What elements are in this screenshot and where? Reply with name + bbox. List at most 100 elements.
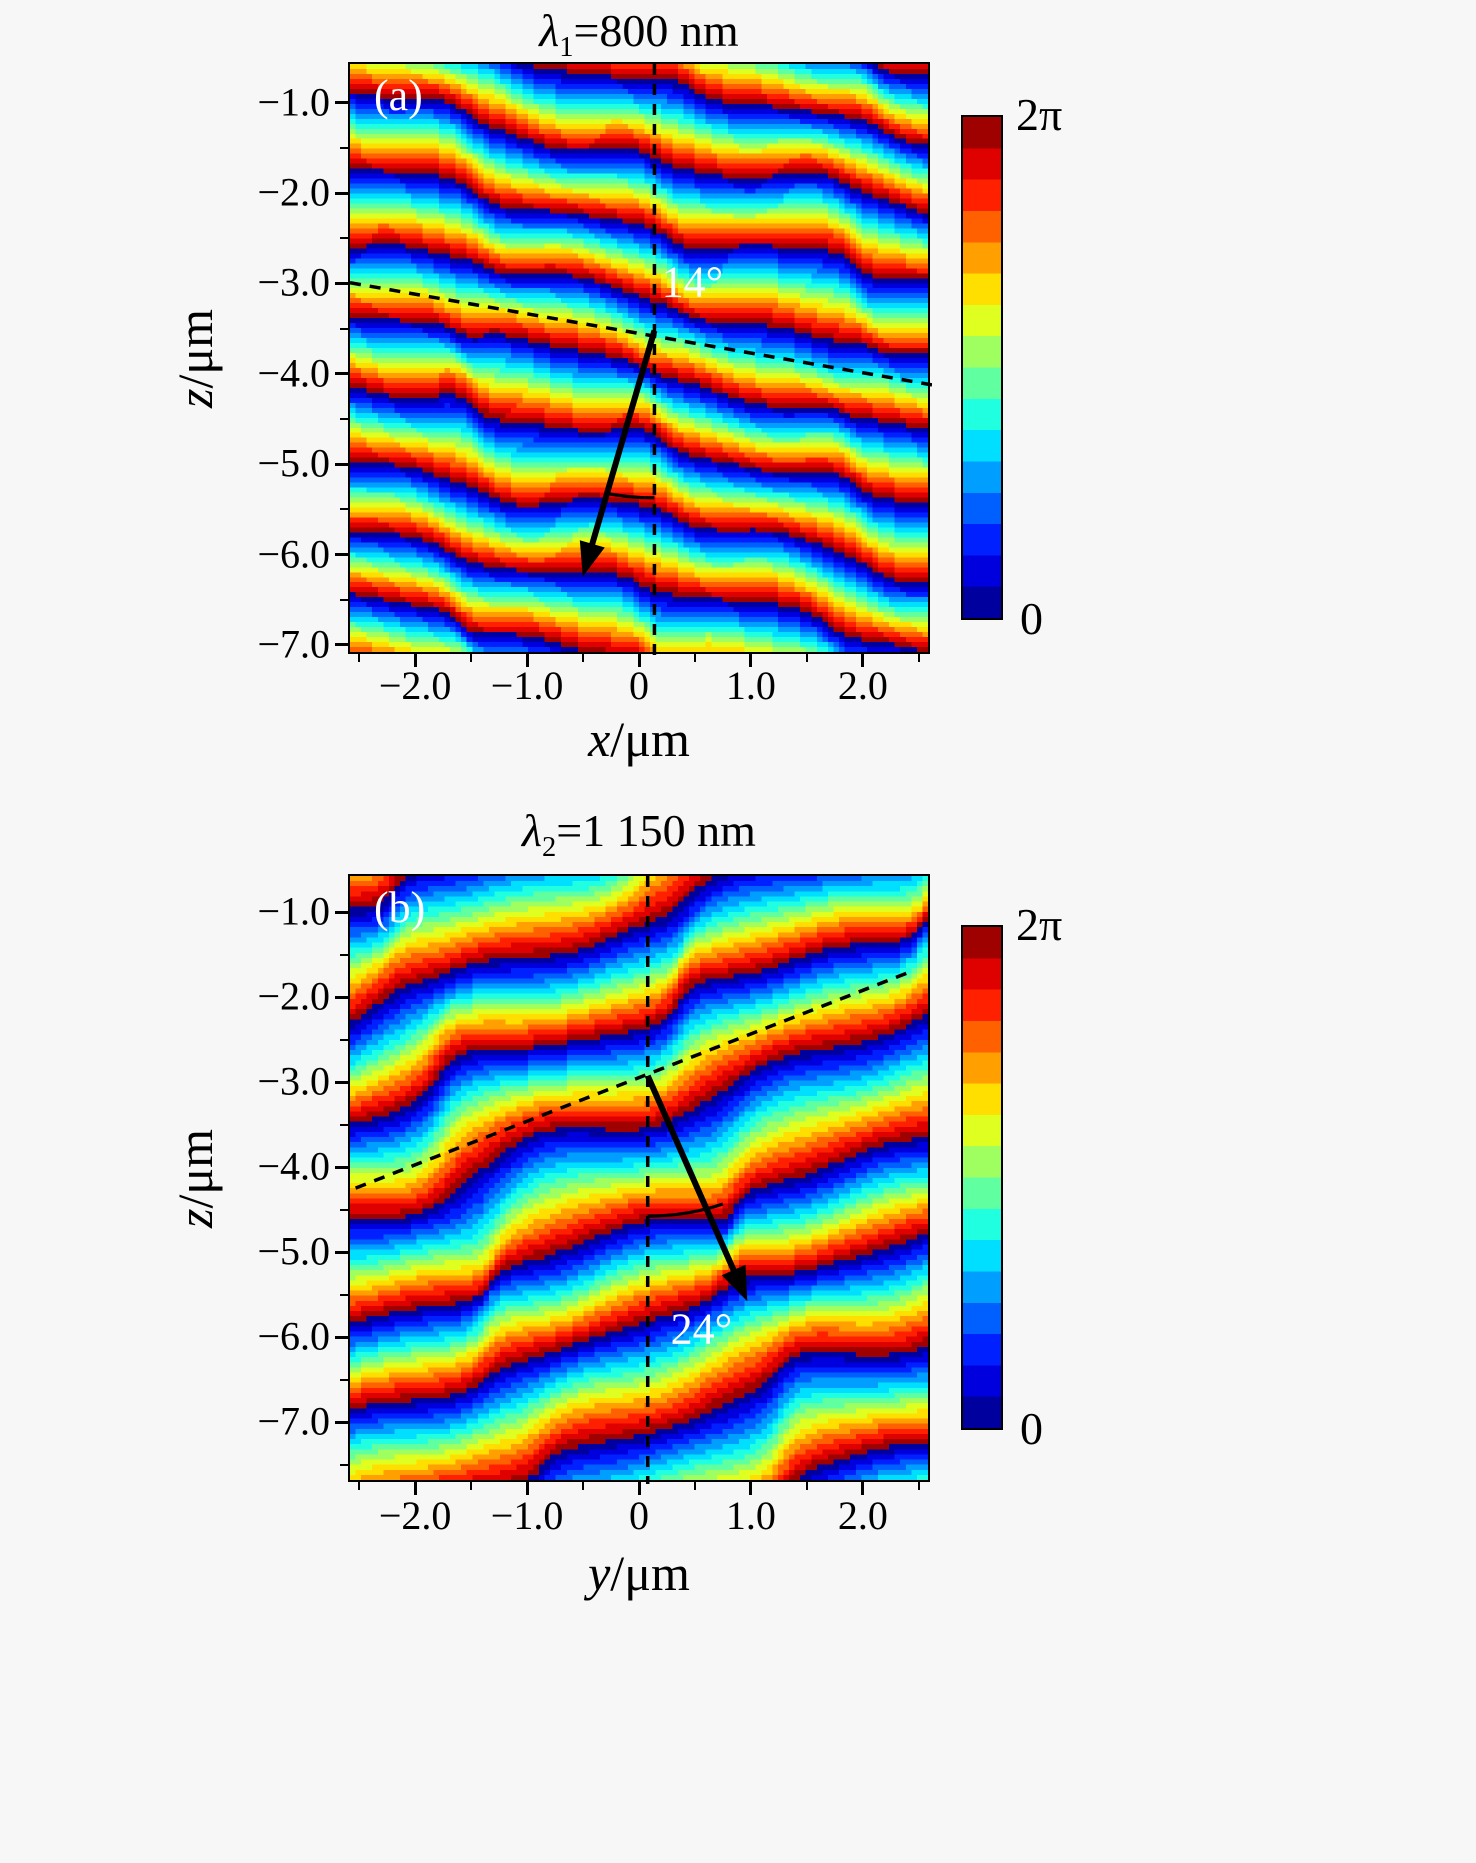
wavefront-dashed-line [354, 970, 911, 1190]
z-axis-tick-label: −5.0 [257, 1228, 330, 1274]
x-axis-variable: y [588, 1545, 611, 1601]
z-axis-tick-label: −2.0 [257, 973, 330, 1019]
z-axis-tick-mark [335, 553, 348, 557]
panel-a-title: λ1=800 nm [348, 4, 930, 64]
x-axis-minor-tick-mark [358, 654, 361, 662]
z-axis-tick-mark [335, 910, 348, 914]
x-axis-tick-label: 1.0 [725, 663, 776, 708]
z-axis-tick-mark [335, 1165, 348, 1169]
z-axis-tick-label: −6.0 [257, 1313, 330, 1359]
z-axis-minor-tick-mark [340, 1038, 348, 1041]
lambda-subscript: 1 [559, 32, 574, 64]
z-axis-tick-mark [335, 1250, 348, 1254]
z-axis-tick-label: −7.0 [257, 1399, 330, 1445]
title-value: =1 150 nm [556, 805, 756, 856]
colorbar-min-label: 0 [1020, 593, 1043, 644]
z-axis-tick-label: −4.0 [257, 1143, 330, 1189]
deflection-angle-label: 24° [671, 1305, 733, 1354]
x-axis-minor-tick-mark [805, 1482, 808, 1490]
x-axis-tick-mark [861, 1482, 865, 1495]
z-axis-minor-tick-mark [340, 1123, 348, 1126]
phase-heatmap-canvas [350, 876, 928, 1480]
z-axis-minor-tick-mark [340, 1463, 348, 1466]
x-axis-tick-label: 0 [629, 663, 649, 708]
x-axis-unit: /μm [610, 1545, 690, 1601]
title-value: =800 nm [573, 5, 739, 56]
z-axis-tick-mark [335, 1080, 348, 1084]
z-axis-tick-mark [335, 1420, 348, 1424]
z-axis-tick-mark [335, 995, 348, 999]
z-axis-tick-mark [335, 1335, 348, 1339]
z-axis-tick-mark [335, 372, 348, 376]
z-axis-tick-mark [335, 101, 348, 105]
colorbar-a [961, 115, 1003, 620]
lambda-symbol: λ [522, 805, 542, 856]
z-axis-minor-tick-mark [340, 237, 348, 240]
beam-direction-arrow-shaft [587, 329, 658, 551]
z-axis-tick-label: −7.0 [257, 621, 330, 667]
lambda-subscript: 2 [541, 832, 557, 864]
phase-map-plot-a: 14° (a) [348, 62, 932, 656]
x-axis-tick-mark [749, 654, 753, 667]
x-axis-minor-tick-mark [805, 654, 808, 662]
x-axis-tick-mark [749, 1482, 753, 1495]
x-axis-minor-tick-mark [693, 654, 696, 662]
z-axis-tick-label: −4.0 [257, 350, 330, 396]
z-axis-tick-label: −6.0 [257, 531, 330, 577]
z-axis-minor-tick-mark [340, 146, 348, 149]
x-axis-minor-tick-mark [917, 1482, 920, 1490]
x-axis-minor-tick-mark [358, 1482, 361, 1490]
panel-letter-label: (a) [374, 71, 423, 120]
z-axis-minor-tick-mark [340, 327, 348, 330]
x-axis-tick-mark [525, 1482, 529, 1495]
z-axis-tick-label: −3.0 [257, 259, 330, 305]
z-axis-minor-tick-mark [340, 418, 348, 420]
z-axis-minor-tick-mark [340, 508, 348, 511]
phase-heatmap-canvas [350, 64, 928, 652]
y-axis-unit: /μm [167, 1128, 223, 1209]
y-axis-variable: z [167, 1208, 223, 1228]
x-axis-tick-mark [525, 654, 529, 667]
colorbar-gradient-canvas [963, 927, 1001, 1428]
deflection-angle-arc [647, 1202, 724, 1218]
x-axis-tick-label: 2.0 [837, 663, 888, 708]
x-axis-minor-tick-mark [582, 654, 585, 662]
colorbar-min-label: 0 [1020, 1403, 1043, 1454]
panel-letter-label: (b) [374, 883, 426, 932]
x-axis-minor-tick-mark [917, 654, 920, 662]
x-axis-tick-label: −2.0 [378, 1493, 452, 1538]
z-axis-tick-mark [335, 281, 348, 285]
x-axis-tick-label: 0 [629, 1493, 649, 1538]
x-axis-tick-label: 1.0 [725, 1493, 776, 1538]
colorbar-b [961, 925, 1003, 1430]
deflection-angle-label: 14° [662, 257, 724, 306]
x-axis-tick-mark [861, 654, 865, 667]
lambda-symbol: λ [539, 5, 560, 56]
x-axis-minor-tick-mark [693, 1482, 696, 1490]
panel-b-title: λ2=1 150 nm [348, 804, 930, 864]
x-axis-tick-label: −2.0 [378, 663, 452, 708]
x-axis-label-a: x/μm [348, 710, 930, 768]
x-axis-unit: /μm [610, 711, 690, 767]
x-axis-tick-label: −1.0 [490, 663, 564, 708]
annotations-overlay: 24° [354, 876, 911, 1484]
z-axis-tick-mark [335, 191, 348, 195]
z-axis-minor-tick-mark [340, 1378, 348, 1381]
z-axis-tick-label: −2.0 [257, 169, 330, 215]
x-axis-tick-label: 2.0 [837, 1493, 888, 1538]
x-axis-variable: x [588, 711, 611, 767]
colorbar-max-label: 2π [1016, 89, 1063, 140]
z-axis-minor-tick-mark [340, 1208, 348, 1211]
z-axis-tick-label: −1.0 [257, 888, 330, 934]
z-axis-tick-mark [335, 462, 348, 466]
z-axis-tick-label: −3.0 [257, 1058, 330, 1104]
y-axis-label-b: z/μm [166, 874, 240, 1482]
beam-direction-arrow-head [721, 1264, 748, 1302]
x-axis-minor-tick-mark [470, 1482, 473, 1490]
z-axis-minor-tick-mark [340, 1293, 348, 1296]
colorbar-max-label: 2π [1016, 899, 1063, 950]
phase-map-plot-b: 24° (b) [348, 874, 930, 1484]
